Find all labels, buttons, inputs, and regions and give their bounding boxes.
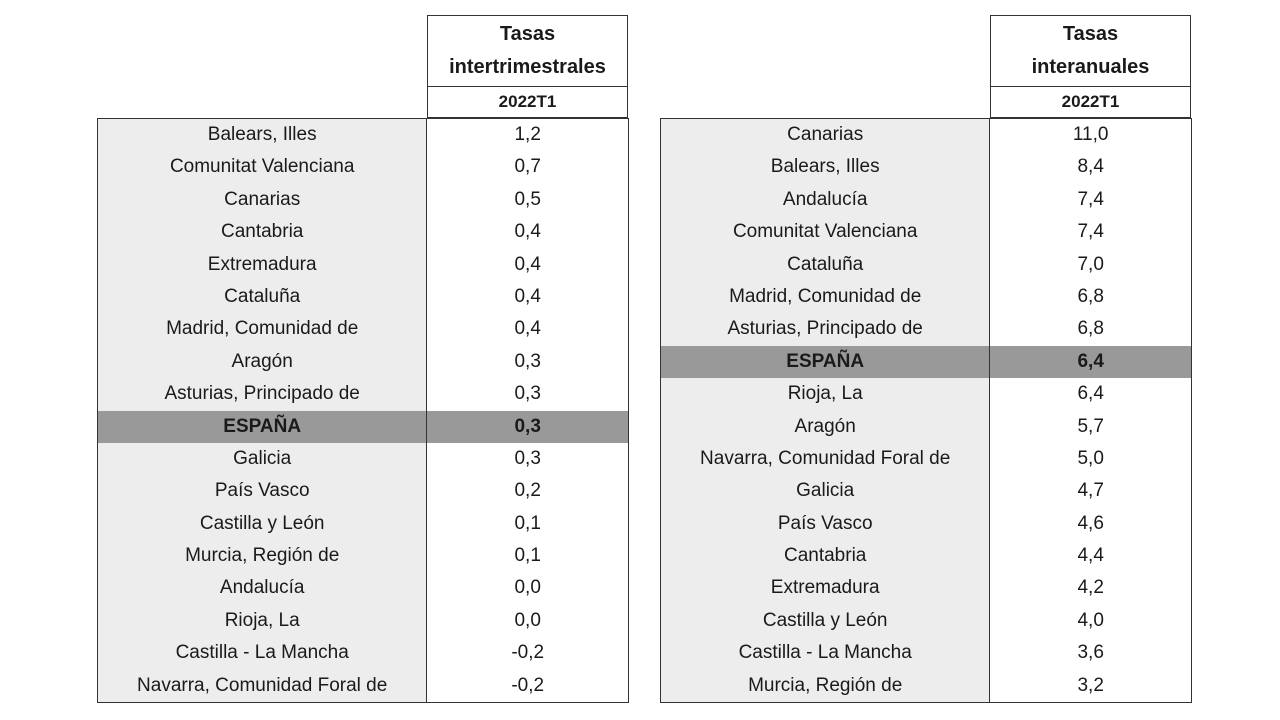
region-rate-value: 0,0 — [514, 609, 541, 631]
region-name: Navarra, Comunidad Foral de — [137, 674, 388, 696]
region-rate-value: 0,3 — [514, 447, 541, 469]
region-name: Aragón — [794, 415, 856, 437]
region-rate-value: 0,4 — [514, 253, 541, 275]
region-rate-value: 0,7 — [514, 156, 541, 178]
region-name: Balears, Illes — [207, 124, 317, 145]
spain-total-value: 0,3 — [427, 410, 628, 443]
region-name: País Vasco — [777, 512, 873, 534]
region-rate-value: 8,4 — [1077, 156, 1104, 178]
region-name: Cataluña — [224, 285, 301, 307]
region-rate-value: 7,4 — [1077, 221, 1104, 243]
region-rate-value: 7,0 — [1077, 253, 1104, 275]
region-name: Castilla y León — [762, 609, 888, 631]
annual-title-line1: Tasas — [1062, 23, 1119, 45]
region-name: Cantabria — [783, 545, 867, 567]
region-rate-value: 4,7 — [1077, 480, 1104, 502]
region-rate-value: 3,2 — [1077, 674, 1104, 696]
quarterly-title: Tasas intertrimestrales — [427, 15, 628, 86]
region-name: Comunitat Valenciana — [169, 156, 355, 178]
region-name: Asturias, Principado de — [727, 318, 923, 340]
region-name: Castilla - La Mancha — [175, 642, 349, 664]
region-rate-value: 6,8 — [1077, 318, 1104, 340]
region-rate-value: 11,0 — [1072, 124, 1109, 145]
region-name: Andalucía — [219, 577, 305, 599]
region-rate-value: 0,0 — [514, 577, 541, 599]
annual-period: 2022T1 — [990, 86, 1191, 118]
region-name: Rioja, La — [787, 383, 863, 405]
region-rate-value: 0,1 — [514, 545, 541, 567]
region-name: Navarra, Comunidad Foral de — [700, 447, 951, 469]
region-rate-value: 0,5 — [514, 188, 541, 210]
region-name: Cantabria — [220, 221, 304, 243]
region-name: Galicia — [796, 480, 855, 502]
region-name: Rioja, La — [224, 609, 300, 631]
region-rate-value: 5,7 — [1077, 415, 1104, 437]
region-rate-value: 6,8 — [1077, 285, 1104, 307]
region-rate-value: 4,0 — [1077, 609, 1104, 631]
quarterly-body: Balears, Illes Comunitat Valenciana Canari… — [97, 118, 629, 703]
spain-total-value: 6,4 — [990, 345, 1191, 379]
region-rate-value: 0,2 — [514, 480, 541, 502]
annual-header: Tasas interanuales 2022T1 — [990, 15, 1191, 118]
region-name: Castilla - La Mancha — [738, 642, 912, 664]
region-rate-value: 4,4 — [1077, 545, 1104, 567]
region-rate-value: 5,0 — [1077, 447, 1104, 469]
region-name: Madrid, Comunidad de — [729, 285, 922, 307]
region-rate-value: -0,2 — [511, 642, 545, 664]
region-name: Extremadura — [207, 253, 317, 275]
annual-body: Canarias Balears, Illes Andalucía Comunitat… — [660, 118, 1192, 703]
region-name: Galicia — [233, 447, 292, 469]
region-rate-value: 0,3 — [514, 350, 541, 372]
region-name: Murcia, Región de — [748, 674, 903, 696]
annual-region-column: Canarias Balears, Illes Andalucía Comunitat… — [661, 119, 991, 702]
region-rate-value: 4,2 — [1077, 577, 1104, 599]
region-name: Extremadura — [770, 577, 880, 599]
region-rate-value: 0,4 — [514, 285, 541, 307]
region-rate-value: -0,2 — [511, 674, 545, 696]
region-rate-value: 1,2 — [514, 124, 541, 145]
spain-total-label: ESPAÑA — [98, 410, 427, 443]
region-rate-value: 7,4 — [1077, 188, 1104, 210]
region-rate-value: 0,4 — [514, 221, 541, 243]
region-name: País Vasco — [214, 480, 310, 502]
region-rate-value: 0,3 — [514, 383, 541, 405]
region-name: Comunitat Valenciana — [732, 221, 918, 243]
region-name: Andalucía — [782, 188, 868, 210]
region-name: Madrid, Comunidad de — [166, 318, 359, 340]
region-rate-value: 0,4 — [514, 318, 541, 340]
region-rate-value: 3,6 — [1077, 642, 1104, 664]
region-name: Balears, Illes — [770, 156, 880, 178]
quarterly-title-line1: Tasas — [499, 23, 556, 45]
quarterly-title-line2: intertrimestrales — [449, 56, 606, 78]
region-name: Aragón — [231, 350, 293, 372]
annual-value-column: 11,0 8,4 7,4 7,4 7,0 6,8 6,8 6,4 6,4 5,7 5,0 4,7 4,6… — [990, 119, 1191, 702]
quarterly-header: Tasas intertrimestrales 2022T1 — [427, 15, 628, 118]
region-rate-value: 4,6 — [1077, 512, 1104, 534]
quarterly-region-column: Balears, Illes Comunitat Valenciana Canari… — [98, 119, 428, 702]
annual-title-line2: interanuales — [1031, 56, 1150, 78]
region-name: Castilla y León — [199, 512, 325, 534]
region-rate-value: 6,4 — [1077, 383, 1104, 405]
region-name: Canarias — [224, 188, 301, 210]
region-rate-value: 0,1 — [514, 512, 541, 534]
spain-total-label: ESPAÑA — [661, 345, 990, 379]
quarterly-period: 2022T1 — [427, 86, 628, 118]
region-name: Canarias — [787, 124, 864, 145]
annual-title: Tasas interanuales — [990, 15, 1191, 86]
region-name: Asturias, Principado de — [164, 383, 360, 405]
quarterly-value-column: 1,2 0,7 0,5 0,4 0,4 0,4 0,4 0,3 0,3 0,3 0,3 0,2 0,1 0… — [427, 119, 628, 702]
region-name: Cataluña — [787, 253, 864, 275]
region-name: Murcia, Región de — [185, 545, 340, 567]
